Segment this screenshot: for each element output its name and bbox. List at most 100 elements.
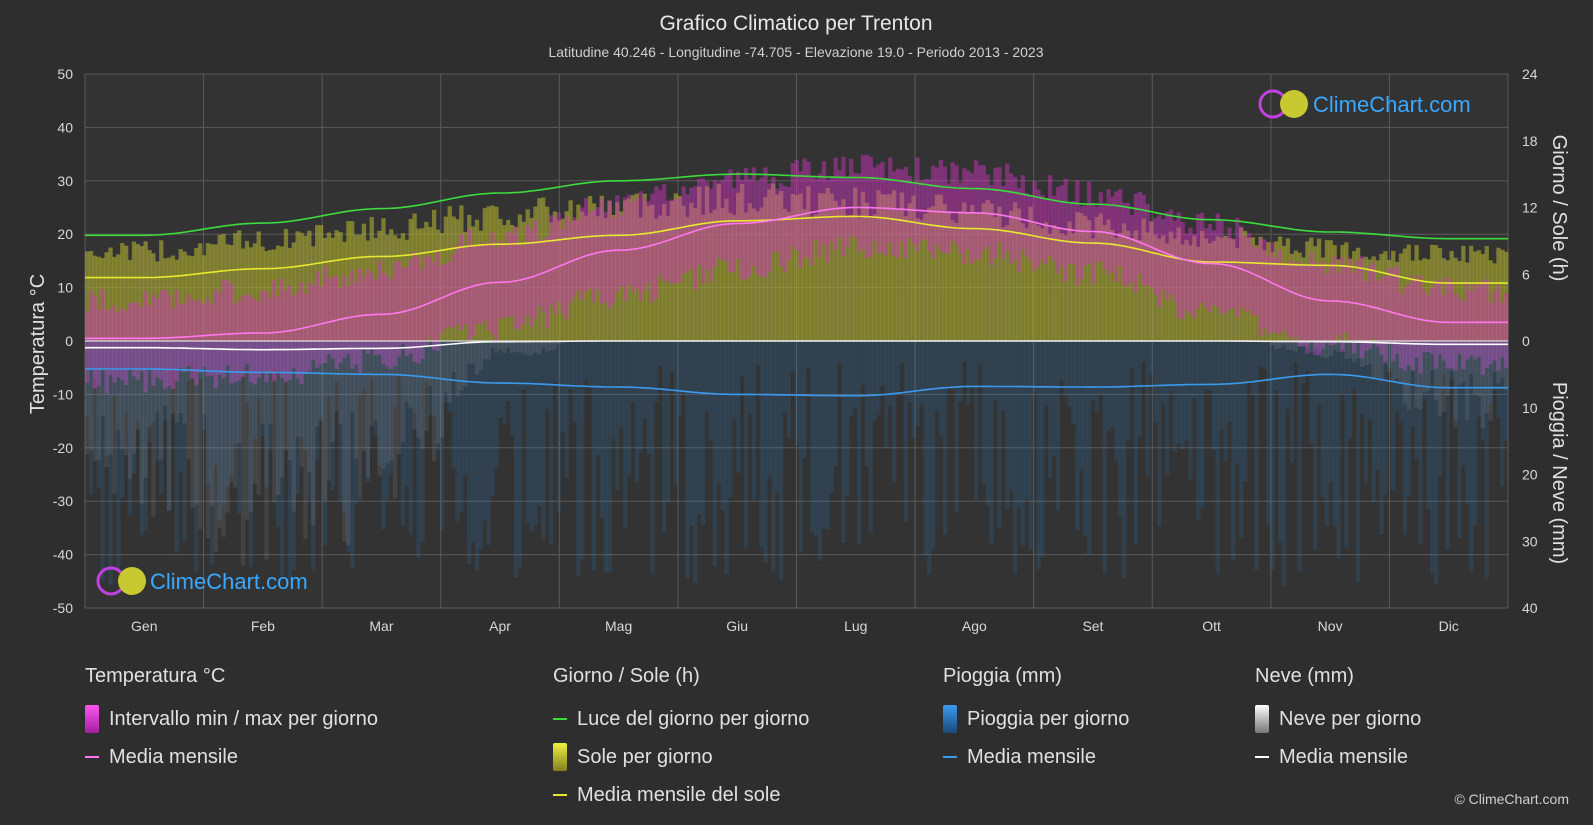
rain-bar — [1398, 341, 1404, 423]
rain-bar — [1200, 341, 1205, 507]
rain-bar — [966, 341, 971, 405]
temp-range-bar — [1106, 189, 1111, 275]
snow-bar — [416, 341, 421, 438]
temp-range-bar — [673, 199, 678, 283]
sun-bar — [151, 253, 156, 341]
rain-bar — [821, 341, 827, 529]
snow-bar — [463, 341, 468, 387]
rain-bar — [942, 341, 947, 535]
snow-bar — [162, 341, 168, 406]
rain-bar — [533, 341, 538, 526]
snow-bar — [1394, 341, 1400, 378]
temp-range-bar — [806, 161, 811, 258]
sun-bar — [623, 200, 628, 341]
rain-bar — [552, 341, 558, 383]
y-tick-right-bottom: 20 — [1522, 467, 1538, 483]
rain-bar — [1336, 341, 1341, 559]
snow-bar — [287, 341, 293, 460]
temp-range-bar — [1262, 239, 1267, 328]
rain-bar — [1133, 341, 1139, 545]
temp-range-bar — [287, 285, 293, 380]
rain-bar — [895, 341, 901, 392]
rain-bar — [923, 341, 928, 556]
sun-bar — [1164, 243, 1170, 341]
temp-range-bar — [1363, 281, 1369, 351]
sun-bar — [556, 220, 562, 341]
rain-bar — [603, 341, 608, 573]
temp-range-bar — [162, 289, 168, 389]
sun-bar — [1344, 242, 1349, 341]
sun-bar — [1051, 225, 1057, 341]
temp-range-bar — [455, 244, 460, 325]
temp-range-bar — [1328, 263, 1333, 345]
sun-bar — [404, 239, 409, 341]
temp-range-bar — [1320, 261, 1326, 349]
snow-bar — [1504, 341, 1509, 391]
snow-bar — [1293, 341, 1298, 352]
sun-bar — [1180, 244, 1185, 341]
snow-bar — [307, 341, 312, 473]
rain-bar — [85, 341, 90, 417]
temp-range-bar — [159, 290, 164, 380]
temp-range-bar — [591, 210, 597, 303]
sun-bar — [205, 243, 211, 341]
snow-bar — [455, 341, 460, 397]
sun-bar — [1067, 221, 1072, 341]
rain-bar — [470, 341, 476, 542]
legend-item-label: Media mensile del sole — [577, 784, 781, 806]
snow-bar — [1441, 341, 1447, 413]
rain-bar — [412, 341, 417, 413]
temp-range-bar — [116, 312, 121, 378]
sun-bar — [1387, 259, 1392, 341]
temp-range-bar — [564, 216, 569, 320]
sun-bar — [1266, 242, 1271, 341]
temp-range-bar — [1301, 265, 1306, 346]
rain-bar — [1289, 341, 1294, 463]
sun-bar — [1172, 238, 1178, 341]
temp-range-bar — [966, 170, 971, 250]
legend-item-sun-mean: Media mensile del sole — [553, 776, 809, 814]
temp-range-bar — [611, 217, 616, 303]
sun-bar — [1125, 230, 1131, 341]
climate-chart: Grafico Climatico per Trenton Latitudine… — [27, 12, 1570, 634]
rain-bar — [1012, 341, 1018, 573]
sun-bar — [139, 246, 144, 341]
rain-bar — [829, 341, 834, 493]
rain-bar — [934, 341, 940, 412]
temp-range-bar — [513, 226, 519, 330]
sun-bar — [1250, 237, 1255, 341]
temp-range-bar — [704, 181, 710, 269]
rain-bar — [474, 341, 480, 571]
rain-bar — [307, 341, 312, 500]
snow-bar — [1488, 341, 1493, 421]
temp-range-bar — [225, 279, 230, 366]
sun-bar — [96, 256, 101, 341]
sun-bar — [1270, 252, 1275, 341]
temp-range-bar — [821, 161, 827, 245]
temp-range-bar — [786, 186, 792, 261]
temp-range-bar — [205, 298, 211, 377]
temp-range-bar — [1465, 282, 1470, 360]
sun-bar — [1410, 260, 1415, 341]
temp-range-bar — [712, 180, 717, 267]
rain-bar — [899, 341, 905, 364]
rain-bar — [1149, 341, 1154, 375]
y-tick-right-bottom: 10 — [1522, 400, 1538, 416]
sun-bar — [178, 249, 183, 341]
temp-range-bar — [724, 174, 729, 262]
temp-range-bar — [1141, 194, 1146, 286]
sun-bar — [545, 206, 550, 341]
sun-bar — [689, 202, 694, 341]
snow-bar — [1480, 341, 1486, 429]
temp-mean-line — [85, 206, 1508, 340]
temp-range-bar — [798, 171, 803, 269]
temp-range-bar — [283, 290, 289, 383]
temp-range-bar — [700, 178, 706, 285]
temp-range-bar — [330, 276, 335, 359]
rain-bar — [1437, 341, 1443, 476]
rain-bar — [529, 341, 534, 532]
rain-bar — [467, 341, 472, 564]
rain-bar — [1492, 341, 1497, 390]
snow-bar — [513, 341, 519, 352]
sun-bar — [751, 208, 756, 341]
